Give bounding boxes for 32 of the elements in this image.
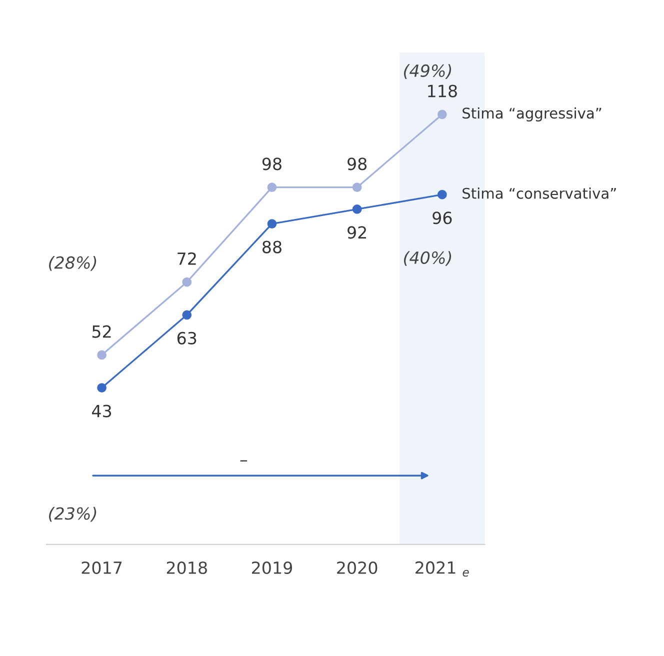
point (267, 182, 277, 192)
x-tick-label: 2018 (166, 561, 207, 574)
point (437, 110, 447, 120)
data-label: 88 (262, 240, 282, 254)
text: (23%) (49, 506, 96, 522)
data-label: 98 (262, 158, 282, 170)
point (352, 182, 362, 192)
text: – (240, 460, 248, 462)
data-label: 92 (348, 226, 366, 239)
annotation: (40%) (404, 251, 452, 266)
data-label: 72 (178, 252, 196, 265)
series-label: Stima “aggressiva” (462, 107, 602, 122)
annotation: (28%) (49, 256, 96, 271)
point (267, 219, 277, 228)
text: (49%) (404, 64, 452, 79)
data-label: 63 (177, 332, 196, 344)
point (352, 204, 362, 214)
point (97, 383, 106, 392)
point (182, 277, 192, 287)
x-tick-label: 2019 (252, 561, 292, 574)
data-label: 98 (348, 158, 367, 170)
x-tick-label: 2021 $_{e}$ (416, 561, 469, 577)
point (437, 190, 447, 200)
data-label: 52 (92, 325, 111, 338)
point (97, 350, 106, 360)
data-label: 96 (432, 212, 452, 224)
data-label: 118 (428, 84, 457, 98)
x-tick-label: 2020 (337, 561, 378, 574)
x-tick-label: 2017 (82, 561, 122, 574)
data-label: 43 (92, 404, 112, 418)
series-label: Stima “conservativa” (462, 188, 616, 199)
point (182, 310, 192, 320)
